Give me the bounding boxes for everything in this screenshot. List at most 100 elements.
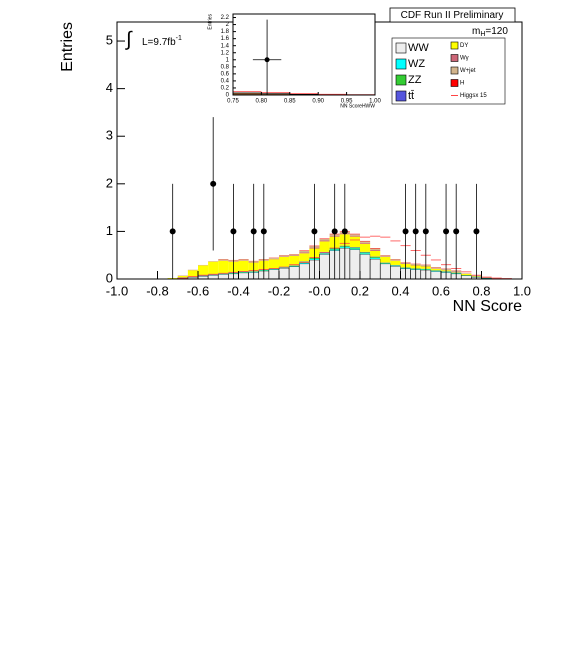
hist-segment	[369, 258, 381, 280]
x-tick-label: -0.2	[268, 283, 290, 298]
legend-label: WW	[408, 42, 429, 54]
hist-segment	[360, 252, 371, 254]
x-axis-label: NN ScoreHWW	[340, 103, 375, 109]
hist-segment	[380, 255, 391, 257]
data-point	[453, 228, 460, 235]
hist-segment	[279, 256, 290, 267]
hist-segment	[370, 258, 381, 260]
x-tick-label: 0.6	[432, 283, 450, 298]
x-axis-label: NN Score	[453, 298, 522, 315]
data-point	[341, 228, 348, 235]
hist-segment	[349, 236, 360, 248]
legend-label: DY	[460, 43, 468, 49]
hist-segment	[319, 253, 330, 255]
y-tick-label: 3	[106, 128, 113, 143]
hist-segment	[430, 267, 441, 269]
hist-segment	[349, 248, 360, 250]
y-tick-label: 0.6	[221, 71, 230, 77]
hist-segment	[349, 247, 360, 249]
y-tick-label: 1.4	[221, 43, 230, 49]
legend-label: tt̄	[408, 90, 414, 102]
data-point	[473, 228, 480, 235]
hist-segment	[288, 266, 300, 280]
hist-segment	[279, 255, 290, 257]
hist-segment	[430, 271, 442, 280]
y-tick-label: 2.2	[221, 15, 230, 21]
data-point	[443, 228, 450, 235]
lumi-sup: -1	[176, 35, 182, 42]
legend-swatch	[450, 66, 459, 75]
mass-value: =120	[485, 26, 508, 37]
hist-segment	[238, 272, 249, 280]
lumi-label: L=9.7fb	[142, 37, 176, 48]
hist-segment	[218, 260, 229, 274]
hist-segment	[268, 259, 279, 269]
y-tick-label: 0.8	[221, 64, 230, 70]
y-tick-label: 2	[226, 22, 230, 28]
hist-segment	[299, 262, 310, 264]
data-point	[331, 228, 338, 235]
y-tick-label: 2	[106, 175, 113, 190]
y-tick-label: 0	[226, 93, 230, 99]
y-tick-label: 1	[226, 57, 230, 63]
x-tick-label: 0.2	[351, 283, 369, 298]
title-box	[389, 7, 516, 23]
y-tick-label: 5	[106, 32, 113, 47]
plot-frame-outline	[232, 13, 376, 96]
hist-segment	[238, 260, 249, 272]
luminosity: L=9.7fb-1	[142, 35, 182, 48]
hist-segment	[461, 273, 472, 276]
y-tick-label: 0	[106, 270, 113, 285]
mass-sub: H	[480, 31, 485, 38]
hist-segment	[238, 259, 249, 261]
hist-segment	[218, 259, 229, 261]
legend-label: ZZ	[408, 74, 422, 86]
hist-segment	[319, 240, 330, 242]
hist-segment	[430, 268, 441, 271]
y-axis-label: Entries	[207, 14, 213, 30]
hist-segment	[319, 253, 330, 280]
hist-segment	[380, 256, 391, 263]
x-tick-label: -0.4	[227, 283, 249, 298]
hist-segment	[349, 234, 360, 236]
legend-swatch	[450, 41, 459, 50]
hist-segment	[198, 265, 209, 276]
hist-segment	[299, 252, 310, 254]
legend-box	[391, 37, 506, 105]
y-tick-label: 1	[106, 223, 113, 238]
data-point	[412, 228, 419, 235]
legend-swatch	[395, 58, 407, 70]
hist-segment	[390, 259, 401, 261]
legend-swatch	[395, 42, 407, 54]
hist-segment	[370, 257, 381, 259]
hist-segment	[289, 255, 300, 266]
hist-segment	[319, 239, 330, 241]
legend-label: Wγ	[460, 56, 469, 62]
integral-sign: ∫	[125, 28, 133, 50]
legend-label: Higgsx 15	[460, 93, 487, 99]
x-tick-label: 1.0	[513, 283, 531, 298]
hist-segment	[370, 248, 381, 250]
hist-segment	[299, 250, 310, 253]
x-tick-label: 0.75	[227, 99, 239, 105]
y-tick-label: 1.6	[221, 36, 230, 42]
hist-segment	[349, 235, 360, 237]
x-tick-label: -0.0	[308, 283, 330, 298]
data-point	[311, 228, 318, 235]
legend-swatch	[450, 79, 459, 87]
x-tick-label: 0.80	[256, 99, 268, 105]
hist-segment	[360, 253, 371, 255]
x-tick-label: -1.0	[106, 283, 128, 298]
hist-segment	[390, 265, 401, 280]
hist-segment	[298, 263, 310, 280]
y-tick-label: 0.4	[221, 78, 230, 84]
hist-segment	[268, 257, 279, 259]
hist-segment	[278, 267, 290, 280]
x-tick-label: -0.6	[187, 283, 209, 298]
data-point	[230, 228, 237, 235]
x-tick-label: 0.90	[312, 99, 324, 105]
x-tick-label: 1.00	[369, 99, 381, 105]
hist-segment	[208, 261, 219, 275]
y-axis-label: Entries	[59, 22, 76, 72]
